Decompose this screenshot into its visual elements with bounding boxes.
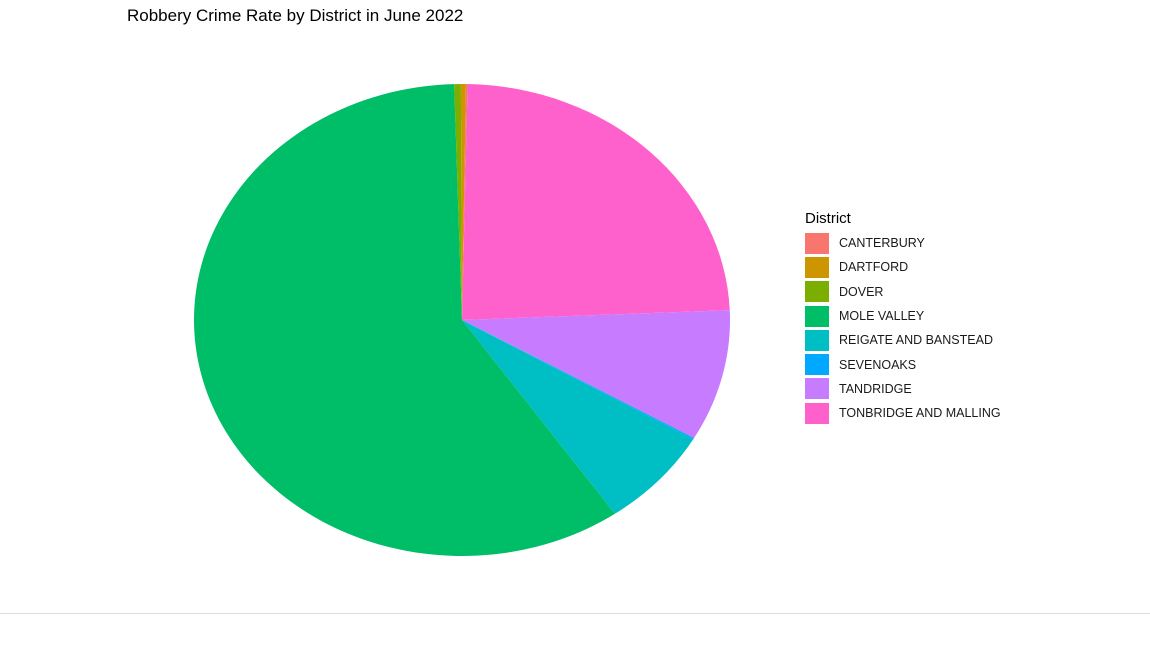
pie-slice-tonbridge-and-malling [462,84,730,320]
legend-item-reigate-and-banstead: REIGATE AND BANSTEAD [805,328,1001,352]
legend-swatch [805,281,829,303]
pie-slice-reigate-and-banstead [462,320,694,514]
legend: District CANTERBURY DARTFORD DOVER MOLE VAL… [805,210,1001,425]
legend-label: SEVENOAKS [839,357,917,372]
pie-slice-sevenoaks [462,320,695,440]
legend-item-tandridge: TANDRIDGE [805,377,1001,401]
legend-label: TONBRIDGE AND MALLING [839,406,1001,421]
legend-swatch [805,354,829,376]
legend-label: DOVER [839,284,884,299]
pie-slice-tandridge [462,310,730,438]
legend-label: TANDRIDGE [839,381,912,396]
legend-title: District [805,210,851,227]
legend-label: REIGATE AND BANSTEAD [839,333,993,348]
pie-slice-mole-valley [193,84,615,556]
chart-title: Robbery Crime Rate by District in June 2… [127,6,464,25]
legend-swatch [805,305,829,327]
legend-item-dover: DOVER [805,280,1001,304]
legend-item-mole-valley: MOLE VALLEY [805,304,1001,328]
legend-swatch [805,378,829,400]
pie-slice-canterbury [462,84,468,320]
legend-items: CANTERBURY DARTFORD DOVER MOLE VALLEY REIGAT… [805,231,1001,425]
pie-slices [193,83,730,556]
legend-swatch [805,402,829,424]
legend-label: CANTERBURY [839,236,925,251]
pie-slice-dover [454,84,462,320]
legend-swatch [805,256,829,278]
legend-swatch [805,329,829,351]
pie-slice-dartford [460,83,466,320]
legend-item-sevenoaks: SEVENOAKS [805,352,1001,376]
legend-item-canterbury: CANTERBURY [805,231,1001,255]
legend-item-tonbridge-and-malling: TONBRIDGE AND MALLING [805,401,1001,425]
legend-label: DARTFORD [839,260,909,275]
bottom-divider [0,613,1150,614]
legend-item-dartford: DARTFORD [805,255,1001,279]
legend-label: MOLE VALLEY [839,309,925,324]
legend-swatch [805,232,829,254]
